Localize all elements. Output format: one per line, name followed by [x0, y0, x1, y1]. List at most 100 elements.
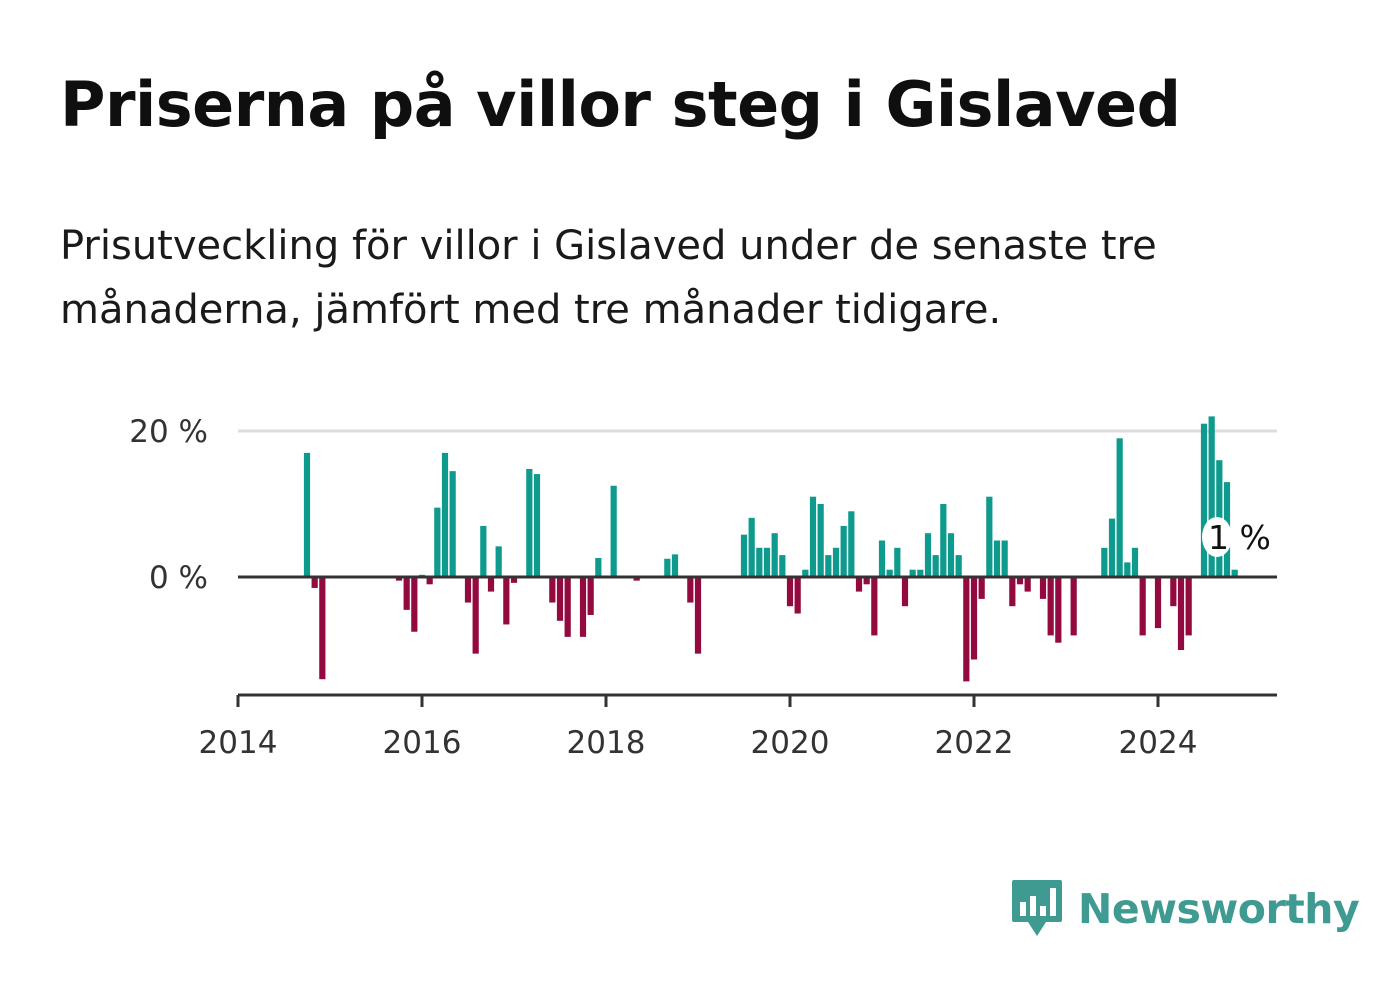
bar — [909, 569, 916, 577]
bar — [963, 577, 970, 682]
x-tick-label: 2014 — [199, 725, 278, 761]
bar — [411, 577, 418, 632]
bar — [1047, 577, 1054, 636]
bar — [487, 577, 495, 592]
bar — [947, 533, 955, 577]
bar — [832, 547, 840, 577]
callout-halo — [1202, 517, 1232, 557]
bar — [671, 554, 679, 577]
bar — [633, 577, 640, 581]
bar — [970, 577, 978, 660]
bar — [1139, 577, 1146, 636]
y-tick-label: 20 % — [129, 414, 208, 450]
bar — [449, 471, 456, 577]
newsworthy-logo: Newsworthy — [1010, 878, 1360, 940]
bar — [794, 577, 801, 614]
chart-title: Priserna på villor steg i Gislaved — [60, 68, 1181, 141]
bar — [1009, 577, 1016, 607]
bar — [564, 577, 571, 637]
bar — [472, 577, 479, 654]
x-axis-ticks: 2014 2016 2018 2020 2022 2024 — [199, 695, 1198, 761]
bar — [1231, 569, 1238, 577]
bar — [395, 577, 403, 581]
bar — [863, 577, 870, 585]
x-tick-label: 2018 — [567, 725, 646, 761]
bar — [1039, 577, 1047, 599]
y-axis-ticks: 0 % 20 % — [129, 414, 208, 596]
bar — [426, 577, 433, 585]
bar — [771, 533, 778, 577]
bar — [756, 547, 763, 577]
bar — [1124, 562, 1131, 577]
y-tick-label: 0 % — [149, 560, 208, 596]
bar — [1208, 416, 1215, 577]
bar — [1131, 547, 1139, 577]
bar — [664, 558, 671, 577]
callout-label: 1 % — [1208, 518, 1271, 557]
bar — [595, 558, 602, 577]
bar — [480, 525, 487, 577]
bar — [694, 577, 702, 654]
bars — [303, 416, 1238, 682]
bar — [763, 547, 771, 577]
bar — [610, 485, 617, 577]
callout: 1 % — [1202, 517, 1271, 557]
bar — [955, 555, 962, 577]
bar — [579, 577, 587, 637]
bar — [526, 468, 533, 577]
bar — [901, 577, 909, 607]
bar — [740, 534, 748, 577]
bar — [1177, 577, 1185, 650]
bar — [510, 577, 518, 583]
bar — [403, 577, 410, 610]
bar — [886, 569, 893, 577]
bar — [587, 577, 594, 615]
chart-subtitle: Prisutveckling för villor i Gislaved und… — [60, 223, 1157, 333]
bar — [1154, 577, 1162, 629]
x-tick-label: 2016 — [383, 725, 462, 761]
axes — [238, 575, 1277, 697]
bar — [1016, 577, 1024, 585]
bar — [978, 577, 985, 599]
bar — [1101, 547, 1108, 577]
bar — [1001, 540, 1008, 577]
bar — [1170, 577, 1177, 607]
bar — [917, 569, 924, 577]
bar — [495, 546, 502, 577]
brand-name: Newsworthy — [1078, 885, 1360, 933]
x-tick-label: 2020 — [751, 725, 830, 761]
bar — [464, 577, 472, 603]
bar — [809, 496, 817, 577]
bar — [986, 496, 993, 577]
bar — [779, 555, 786, 577]
bar — [871, 577, 878, 636]
bar — [441, 452, 449, 577]
bar — [1108, 518, 1116, 577]
bar — [993, 540, 1001, 577]
bar — [840, 525, 847, 577]
bar — [878, 540, 886, 577]
bar — [932, 555, 939, 577]
bar — [1200, 423, 1208, 577]
bar — [687, 577, 694, 603]
x-tick-label: 2022 — [935, 725, 1014, 761]
bar — [894, 547, 901, 577]
bar — [924, 533, 932, 577]
bar-chart-bubble-icon — [1012, 880, 1062, 936]
bar — [786, 577, 794, 607]
bar — [748, 517, 755, 577]
bar — [1070, 577, 1077, 636]
x-tick-label: 2024 — [1119, 725, 1198, 761]
bar — [549, 577, 556, 603]
bar — [556, 577, 564, 621]
bar — [817, 504, 824, 577]
bar — [434, 507, 441, 577]
bar — [533, 474, 541, 577]
bar — [1185, 577, 1192, 636]
bar — [1116, 438, 1123, 577]
bar — [311, 577, 318, 588]
bar — [825, 555, 832, 577]
bar — [319, 577, 326, 680]
bar — [940, 504, 947, 577]
